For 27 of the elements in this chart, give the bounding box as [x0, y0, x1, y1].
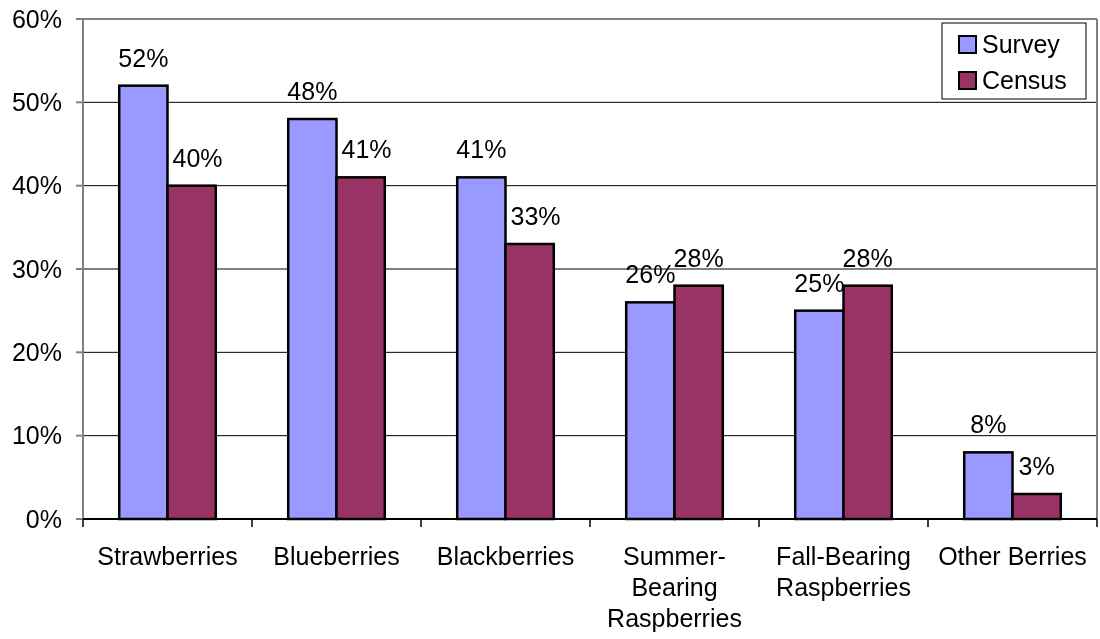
data-label: 8%: [970, 410, 1007, 439]
y-tick-label: 50%: [11, 88, 62, 117]
data-label: 41%: [341, 135, 392, 164]
data-label: 28%: [842, 243, 893, 272]
data-label: 48%: [287, 77, 338, 105]
x-tick-label: Summer-Bearing Raspberries: [607, 542, 742, 632]
y-tick-label: 40%: [11, 171, 62, 200]
y-tick-label: 20%: [11, 338, 62, 367]
data-label: 40%: [172, 143, 223, 172]
data-label: 26%: [625, 260, 676, 289]
data-label: 41%: [456, 135, 507, 164]
data-label: 3%: [1018, 452, 1055, 480]
data-label: 25%: [794, 268, 845, 297]
x-tick-label: Fall-Bearing Raspberries: [776, 542, 911, 601]
x-tick-label: Blackberries: [436, 542, 575, 570]
data-label: 28%: [673, 243, 724, 272]
y-tick-label: 0%: [25, 504, 62, 533]
legend-label: Census: [982, 65, 1067, 94]
y-tick-label: 10%: [11, 421, 62, 450]
data-label: 33%: [510, 202, 561, 230]
y-tick-label: 30%: [11, 254, 62, 283]
y-tick-label: 60%: [11, 4, 62, 33]
legend-label: Survey: [982, 29, 1061, 58]
x-tick-label: Other Berries: [938, 542, 1087, 570]
x-tick-label: Blueberries: [273, 542, 400, 570]
x-tick-label: Strawberries: [97, 542, 238, 570]
data-label: 52%: [118, 43, 169, 72]
